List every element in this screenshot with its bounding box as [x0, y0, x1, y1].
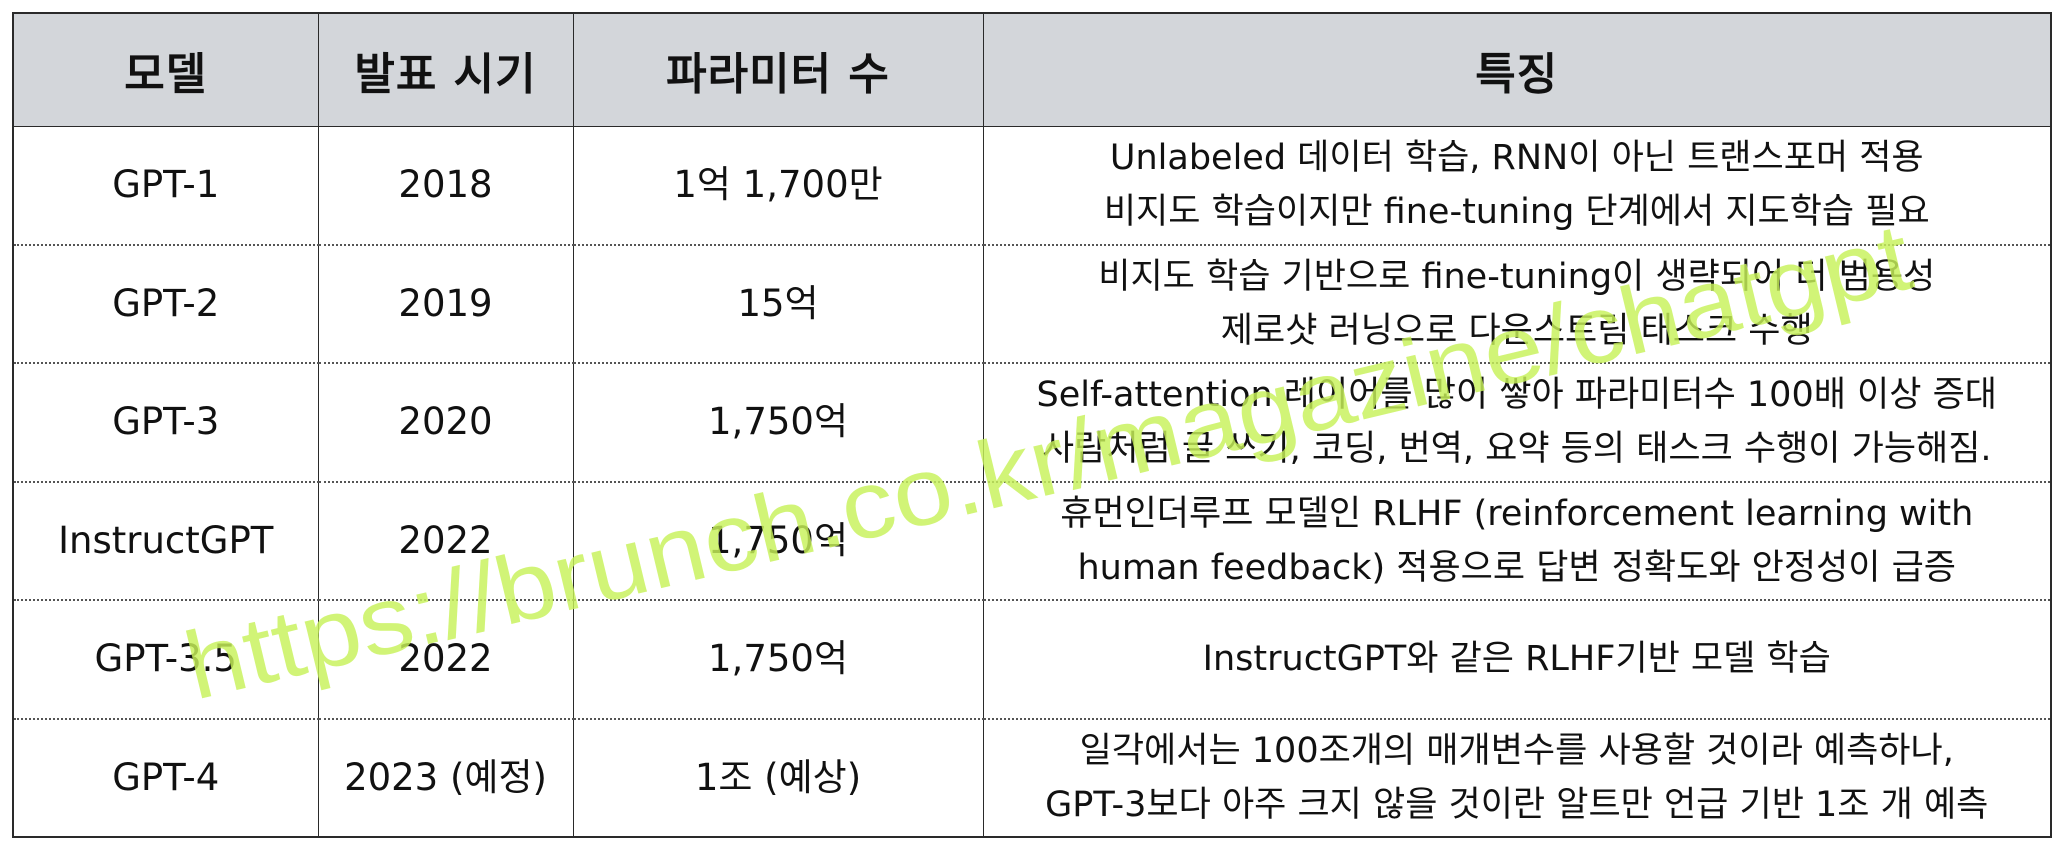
feature-line: Self-attention 레이어를 많이 쌓아 파라미터수 100배 이상 …	[1036, 375, 1997, 415]
header-features: 특징	[982, 13, 2052, 127]
cell-model: GPT-4	[12, 718, 319, 838]
table-row: GPT-4 2023 (예정) 1조 (예상) 일각에서는 100조개의 매개변…	[12, 718, 2052, 838]
feature-line: 일각에서는 100조개의 매개변수를 사용할 것이라 예측하나,	[1079, 730, 1954, 771]
cell-year: 2023 (예정)	[317, 718, 574, 838]
table-body: GPT-1 2018 1억 1,700만 Unlabeled 데이터 학습, R…	[12, 126, 2052, 838]
cell-year: 2019	[317, 244, 574, 364]
cell-year: 2020	[317, 363, 574, 483]
cell-model: GPT-3	[12, 363, 319, 483]
cell-features: Unlabeled 데이터 학습, RNN이 아닌 트랜스포머 적용 비지도 학…	[982, 126, 2052, 246]
header-release-date: 발표 시기	[317, 13, 574, 127]
cell-year: 2022	[317, 600, 574, 720]
cell-model: GPT-1	[12, 126, 319, 246]
cell-year: 2018	[317, 126, 574, 246]
cell-model: InstructGPT	[12, 481, 319, 601]
feature-line: Unlabeled 데이터 학습, RNN이 아닌 트랜스포머 적용	[1109, 137, 1924, 178]
header-row: 모델 발표 시기 파라미터 수 특징	[12, 13, 2052, 127]
feature-line: human feedback) 적용으로 답변 정확도와 안정성이 급증	[1077, 547, 1956, 588]
header-parameter-count: 파라미터 수	[572, 13, 984, 127]
cell-model: GPT-2	[12, 244, 319, 364]
table-header: 모델 발표 시기 파라미터 수 특징	[12, 13, 2052, 127]
feature-line: GPT-3보다 아주 크지 않을 것이란 알트만 언급 기반 1조 개 예측	[1045, 784, 1989, 825]
model-comparison-table-wrapper: 모델 발표 시기 파라미터 수 특징 GPT-1 2018 1억 1,700만 …	[12, 12, 2052, 838]
table-row: GPT-3 2020 1,750억 Self-attention 레이어를 많이…	[12, 363, 2052, 483]
cell-params: 1조 (예상)	[572, 718, 984, 838]
cell-params: 1,750억	[572, 363, 984, 483]
cell-features: 휴먼인더루프 모델인 RLHF (reinforcement learning …	[982, 481, 2052, 601]
feature-line: 제로샷 러닝으로 다운스트림 태스크 수행	[1220, 310, 1813, 351]
cell-features: Self-attention 레이어를 많이 쌓아 파라미터수 100배 이상 …	[982, 363, 2052, 483]
cell-model: GPT-3.5	[12, 600, 319, 720]
model-comparison-table: 모델 발표 시기 파라미터 수 특징 GPT-1 2018 1억 1,700만 …	[12, 12, 2052, 838]
table-row: GPT-3.5 2022 1,750억 InstructGPT와 같은 RLHF…	[12, 600, 2052, 720]
feature-line: 비지도 학습이지만 fine-tuning 단계에서 지도학습 필요	[1103, 192, 1930, 232]
cell-params: 1억 1,700만	[572, 126, 984, 246]
cell-features: InstructGPT와 같은 RLHF기반 모델 학습	[982, 600, 2052, 720]
cell-features: 비지도 학습 기반으로 fine-tuning이 생략되어 더 범용성 제로샷 …	[982, 244, 2052, 364]
table-row: InstructGPT 2022 1,750억 휴먼인더루프 모델인 RLHF …	[12, 481, 2052, 601]
cell-params: 15억	[572, 244, 984, 364]
table-row: GPT-2 2019 15억 비지도 학습 기반으로 fine-tuning이 …	[12, 244, 2052, 364]
header-model: 모델	[12, 13, 319, 127]
cell-params: 1,750억	[572, 600, 984, 720]
cell-features: 일각에서는 100조개의 매개변수를 사용할 것이라 예측하나, GPT-3보다…	[982, 718, 2052, 838]
cell-params: 1,750억	[572, 481, 984, 601]
feature-line: InstructGPT와 같은 RLHF기반 모델 학습	[1202, 639, 1831, 680]
cell-year: 2022	[317, 481, 574, 601]
feature-line: 비지도 학습 기반으로 fine-tuning이 생략되어 더 범용성	[1098, 256, 1936, 297]
feature-line: 사람처럼 글 쓰기, 코딩, 번역, 요약 등의 태스크 수행이 가능해짐.	[1041, 429, 1992, 470]
table-row: GPT-1 2018 1억 1,700만 Unlabeled 데이터 학습, R…	[12, 126, 2052, 246]
feature-line: 휴먼인더루프 모델인 RLHF (reinforcement learning …	[1060, 493, 1974, 534]
